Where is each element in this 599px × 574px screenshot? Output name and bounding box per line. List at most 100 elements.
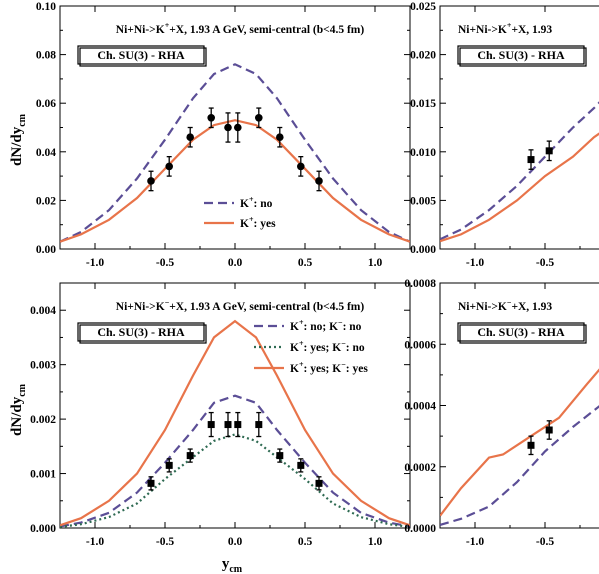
y-tick-label: 0.001 xyxy=(30,469,56,481)
model-label-shadow xyxy=(79,324,207,344)
x-tick-label: 0.0 xyxy=(228,536,243,548)
y-tick-label: 0.000 xyxy=(410,244,436,256)
legend-entry-nono: K+: no; K−: no xyxy=(254,318,362,333)
plot-frame xyxy=(439,282,599,529)
panel-title: Ni+Ni->K++X, 1.93 A GeV, semi-central (b… xyxy=(116,21,365,36)
series-line-no xyxy=(440,101,599,241)
y-tick-label: 0.08 xyxy=(36,50,56,62)
model-label: Ch. SU(3) - RHA xyxy=(477,325,565,339)
series-line-no xyxy=(60,63,410,243)
y-tick-label: 0.005 xyxy=(410,195,436,207)
model-label-box xyxy=(457,322,585,342)
marker-circle xyxy=(297,162,305,171)
y-tick-label: 0.0002 xyxy=(404,462,436,474)
xlabel: ycm xyxy=(222,556,243,574)
y-tick-label: 0.010 xyxy=(410,147,436,159)
y-tick-label: 0.004 xyxy=(30,305,56,317)
series-line-yesyes xyxy=(440,368,599,517)
y-tick-label: 0.025 xyxy=(410,1,436,13)
marker-circle xyxy=(207,113,215,122)
data-point xyxy=(207,107,215,129)
data-point xyxy=(297,458,305,473)
marker-square xyxy=(234,421,242,429)
legend-entry-no: K+: no xyxy=(204,195,273,210)
legend-label: K+: yes; K−: yes xyxy=(290,360,368,375)
ylabel-bottom-sub: cm xyxy=(17,383,28,396)
x-tick-label: -0.5 xyxy=(536,257,554,269)
data-point xyxy=(224,112,232,143)
panel-top-right: 0.000 0.005 0.010 0.015 0.020 0.025 -1.0 -0.5 Ni… xyxy=(410,1,599,269)
data-point xyxy=(527,149,535,170)
marker-square xyxy=(297,461,305,469)
y-tick-label: 0.04 xyxy=(36,147,56,159)
series-line-nono xyxy=(60,394,410,528)
data-point xyxy=(147,170,155,192)
model-label: Ch. SU(3) - RHA xyxy=(477,48,565,62)
model-label-shadow xyxy=(459,47,587,67)
x-tick-label: 0.0 xyxy=(228,257,243,269)
plot-area xyxy=(60,63,410,243)
x-tick-label: -1.0 xyxy=(86,257,104,269)
ylabel-top: dN/dycm xyxy=(9,113,28,166)
model-label: Ch. SU(3) - RHA xyxy=(97,325,185,339)
marker-square xyxy=(207,421,215,429)
ylabel-bottom: dN/dycm xyxy=(9,383,28,436)
data-point xyxy=(186,448,194,463)
x-tick-label: -0.5 xyxy=(536,536,554,548)
data-point xyxy=(276,126,284,148)
data-point xyxy=(315,476,323,491)
marker-square xyxy=(315,479,323,487)
y-tick-label: 0.02 xyxy=(36,195,56,207)
y-tick-label: 0.0006 xyxy=(404,339,436,351)
marker-circle xyxy=(186,133,194,142)
marker-square xyxy=(545,147,553,155)
panel-title: Ni+Ni->K−+X, 1.93 A GeV, semi-central (b… xyxy=(116,298,365,313)
data-point xyxy=(254,107,263,129)
y-tick-label: 0.06 xyxy=(36,98,56,110)
ylabel-top-sub: cm xyxy=(17,113,28,126)
data-point xyxy=(147,476,155,491)
y-tick-label: 0.00 xyxy=(36,244,56,256)
data-point xyxy=(276,448,284,463)
marker-square xyxy=(147,479,155,487)
legend-label: K+: no xyxy=(240,195,273,210)
marker-circle xyxy=(276,133,284,142)
marker-circle xyxy=(315,177,323,185)
marker-square xyxy=(527,156,535,164)
data-point xyxy=(207,411,215,438)
plot-area xyxy=(440,368,599,526)
plot-area xyxy=(440,101,599,243)
panel-bottom-left: 0.000 0.001 0.002 0.003 0.004 -1.0 -0.5 0.0 0.5 1… xyxy=(30,282,411,548)
data-point xyxy=(234,411,242,438)
x-tick-label: -1.0 xyxy=(86,536,104,548)
data-point xyxy=(527,435,535,456)
legend-label: K+: yes; K−: no xyxy=(290,339,365,354)
marker-square xyxy=(545,426,553,434)
x-tick-label: -0.5 xyxy=(156,257,174,269)
marker-circle xyxy=(224,123,232,132)
marker-square xyxy=(186,452,194,460)
data-point xyxy=(315,170,323,192)
panel-title: Ni+Ni->K++X, 1.93 xyxy=(458,21,552,36)
marker-square xyxy=(224,421,232,429)
model-label-shadow xyxy=(459,324,587,344)
panel-title: Ni+Ni->K−+X, 1.93 xyxy=(458,298,552,313)
model-label-box xyxy=(457,45,585,65)
model-label-box xyxy=(77,45,205,65)
marker-circle xyxy=(165,162,173,171)
data-point xyxy=(297,156,305,177)
marker-circle xyxy=(254,113,263,122)
series-line-yesyes xyxy=(60,319,410,527)
data-point xyxy=(165,458,173,473)
series-line-nono xyxy=(440,405,599,526)
xlabel-sub: cm xyxy=(229,564,242,574)
legend-entry-yes: K+: yes xyxy=(204,215,276,230)
panel-top-left: 0.00 0.02 0.04 0.06 0.08 0.10 -1.0 -0.5 0.0 0.5 1.… xyxy=(36,1,411,269)
data-point xyxy=(545,420,553,440)
legend-entry-yesyes: K+: yes; K−: yes xyxy=(254,360,368,375)
data-point xyxy=(186,126,194,148)
legend-entry-yesno: K+: yes; K−: no xyxy=(254,339,365,354)
model-label-box xyxy=(77,322,205,342)
plot-frame xyxy=(439,5,599,250)
